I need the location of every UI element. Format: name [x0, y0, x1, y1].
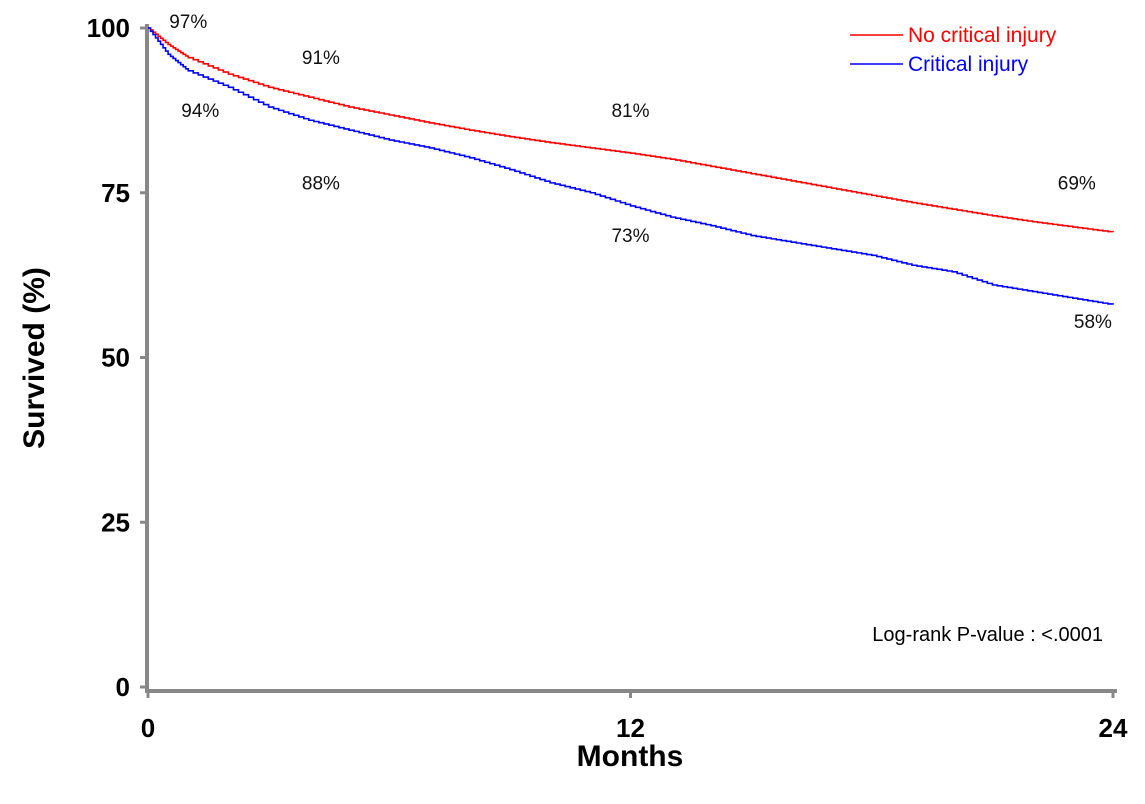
- x-tick-label: 24: [1099, 713, 1128, 743]
- log-rank-note: Log-rank P-value : <.0001: [872, 624, 1103, 646]
- y-tick-labels: 0 25 50 75 100: [87, 13, 147, 702]
- survival-percent-label: 88%: [302, 173, 340, 194]
- survival-percent-label: 73%: [611, 226, 649, 247]
- survival-percent-label: 69%: [1058, 173, 1096, 194]
- survival-percent-label: 97%: [169, 12, 207, 33]
- x-tick-labels: 0 12 24: [141, 691, 1128, 743]
- survival-percent-label: 91%: [302, 48, 340, 69]
- percent-annotations: 97% 91% 81% 69% 94% 88% 73% 58%: [169, 12, 1112, 333]
- legend: No critical injury Critical injury: [850, 24, 1057, 76]
- survival-percent-label: 58%: [1074, 312, 1112, 333]
- y-tick-label: 100: [87, 13, 130, 43]
- x-tick-label: 12: [616, 713, 645, 743]
- y-tick-label: 25: [101, 507, 130, 537]
- x-axis-title: Months: [577, 740, 684, 773]
- axes: [145, 24, 1117, 693]
- legend-label: No critical injury: [908, 24, 1057, 47]
- series-line-no-critical-injury: [148, 27, 1114, 233]
- series-line-critical-injury: [148, 27, 1114, 305]
- y-tick-label: 75: [101, 178, 130, 208]
- y-tick-label: 0: [116, 672, 130, 702]
- survival-percent-label: 81%: [611, 101, 649, 122]
- y-tick-label: 50: [101, 343, 130, 373]
- y-axis-title: Survived (%): [18, 267, 51, 449]
- survival-percent-label: 94%: [181, 101, 219, 122]
- legend-label: Critical injury: [908, 53, 1029, 76]
- x-tick-label: 0: [141, 713, 155, 743]
- series-lines: [148, 27, 1114, 305]
